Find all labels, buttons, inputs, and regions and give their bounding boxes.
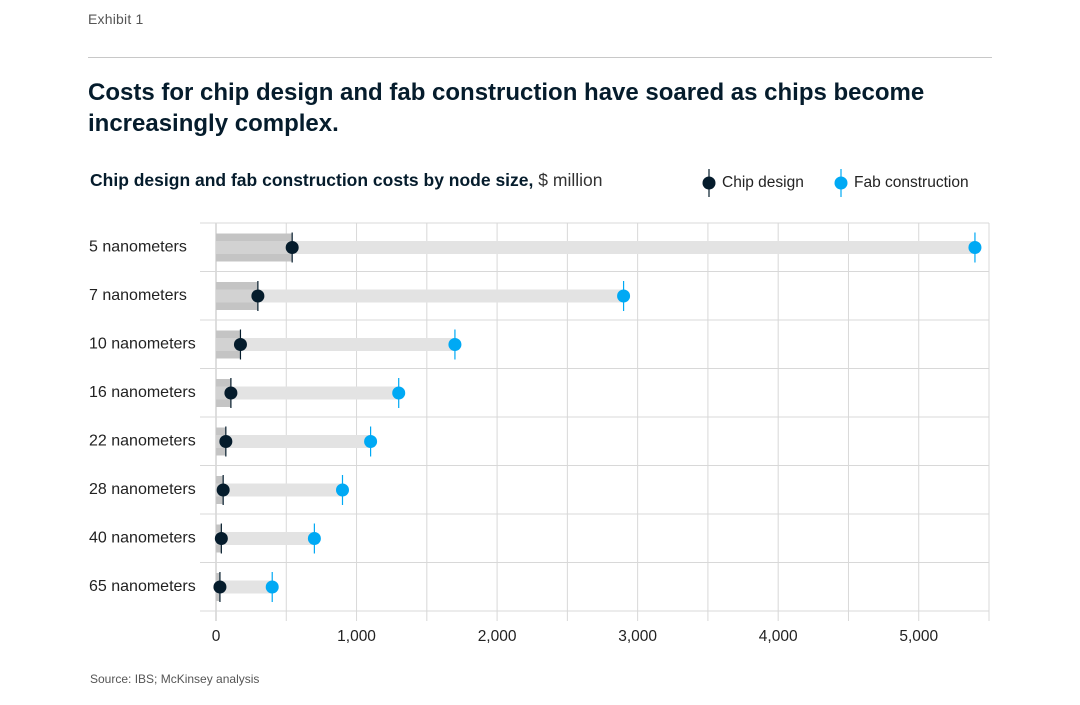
fab-range-bar bbox=[216, 532, 315, 545]
fab-construction-marker-icon bbox=[834, 169, 848, 197]
chip-design-point bbox=[213, 580, 227, 594]
fab-range-bar bbox=[216, 241, 975, 254]
fab-range-bar bbox=[216, 483, 343, 497]
x-tick-label: 0 bbox=[212, 628, 221, 645]
fab-range-bar bbox=[216, 338, 455, 351]
x-tick-label: 1,000 bbox=[337, 628, 376, 645]
row-label: 7 nanometers bbox=[89, 287, 187, 304]
chip-design-point bbox=[233, 338, 247, 351]
x-tick-label: 5,000 bbox=[899, 628, 938, 645]
x-tick-label: 2,000 bbox=[478, 628, 517, 645]
fab-construction-point bbox=[448, 338, 462, 351]
fab-range-bar bbox=[216, 580, 273, 594]
x-tick-label: 3,000 bbox=[618, 628, 657, 645]
chip-design-point bbox=[214, 532, 228, 545]
fab-construction-point bbox=[392, 386, 406, 400]
fab-construction-point bbox=[335, 483, 349, 497]
chip-design-point bbox=[219, 435, 233, 448]
fab-construction-point bbox=[968, 241, 982, 254]
fab-construction-point bbox=[265, 580, 279, 594]
legend-item-fab-construction: Fab construction bbox=[834, 168, 969, 198]
row-label: 22 nanometers bbox=[89, 433, 196, 450]
fab-range-bar bbox=[216, 289, 624, 303]
row-label: 65 nanometers bbox=[89, 578, 196, 595]
chip-design-point bbox=[216, 483, 230, 497]
top-divider bbox=[88, 57, 992, 58]
chart-headline: Costs for chip design and fab constructi… bbox=[88, 79, 925, 137]
chart-title-unit: $ million bbox=[538, 170, 603, 190]
exhibit-label: Exhibit 1 bbox=[88, 11, 144, 27]
chip-design-marker-icon bbox=[702, 169, 716, 197]
row-label: 28 nanometers bbox=[89, 481, 196, 498]
chip-design-bar-inner bbox=[216, 241, 293, 254]
fab-construction-point bbox=[307, 532, 321, 545]
fab-range-bar bbox=[216, 386, 399, 400]
chip-design-point bbox=[251, 289, 265, 303]
fab-construction-point bbox=[364, 435, 378, 448]
chip-design-point bbox=[285, 241, 299, 254]
chart-title-main: Chip design and fab construction costs b… bbox=[90, 170, 534, 190]
chip-design-bar-inner bbox=[216, 338, 241, 351]
legend-label-chip-design: Chip design bbox=[722, 174, 804, 191]
legend-item-chip-design: Chip design bbox=[702, 168, 804, 198]
row-label: 10 nanometers bbox=[89, 336, 196, 353]
row-label: 5 nanometers bbox=[89, 239, 187, 256]
chip-design-point bbox=[224, 386, 238, 400]
fab-range-bar bbox=[216, 435, 371, 448]
row-label: 40 nanometers bbox=[89, 530, 196, 547]
chip-design-bar-inner bbox=[216, 289, 258, 303]
row-label: 16 nanometers bbox=[89, 384, 196, 401]
chart-title: Chip design and fab construction costs b… bbox=[90, 170, 602, 191]
x-tick-label: 4,000 bbox=[759, 628, 798, 645]
source-note: Source: IBS; McKinsey analysis bbox=[90, 672, 260, 686]
legend-label-fab-construction: Fab construction bbox=[854, 174, 969, 191]
fab-construction-point bbox=[617, 289, 631, 303]
